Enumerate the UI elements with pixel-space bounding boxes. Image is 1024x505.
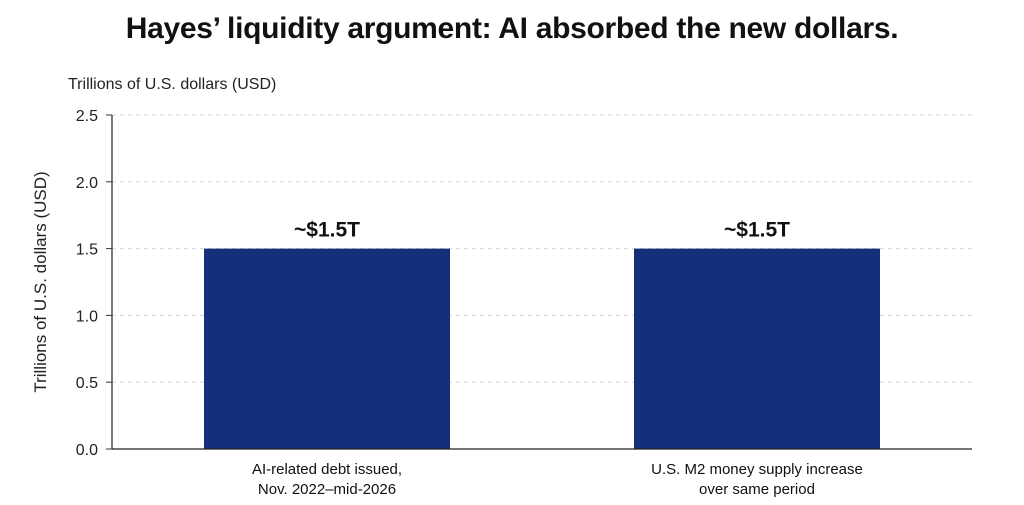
y-tick-label: 2.0 <box>76 175 98 192</box>
y-ticks: 0.0 0.5 1.0 1.5 2.0 2.5 <box>76 108 112 459</box>
axes <box>111 115 972 450</box>
bars <box>204 248 880 449</box>
bar <box>204 248 450 449</box>
category-label: over same period <box>699 481 815 498</box>
y-tick-label: 1.5 <box>76 242 98 259</box>
units-label: Trillions of U.S. dollars (USD) <box>68 76 277 93</box>
data-labels: ~$1.5T ~$1.5T <box>294 219 790 242</box>
category-label: AI-related debt issued, <box>252 461 402 478</box>
y-tick-label: 1.0 <box>76 308 98 325</box>
y-axis-label: Trillions of U.S. dollars (USD) <box>31 171 50 392</box>
y-tick-label: 2.5 <box>76 108 98 125</box>
y-tick-label: 0.5 <box>76 375 98 392</box>
y-tick-label: 0.0 <box>76 442 98 459</box>
chart-title: Hayes’ liquidity argument: AI absorbed t… <box>125 12 899 45</box>
data-label: ~$1.5T <box>724 219 790 242</box>
bar <box>634 248 880 449</box>
category-label: U.S. M2 money supply increase <box>651 461 863 478</box>
x-categories: AI-related debt issued, Nov. 2022–mid-202… <box>252 461 863 498</box>
data-label: ~$1.5T <box>294 219 360 242</box>
category-label: Nov. 2022–mid-2026 <box>258 481 396 498</box>
